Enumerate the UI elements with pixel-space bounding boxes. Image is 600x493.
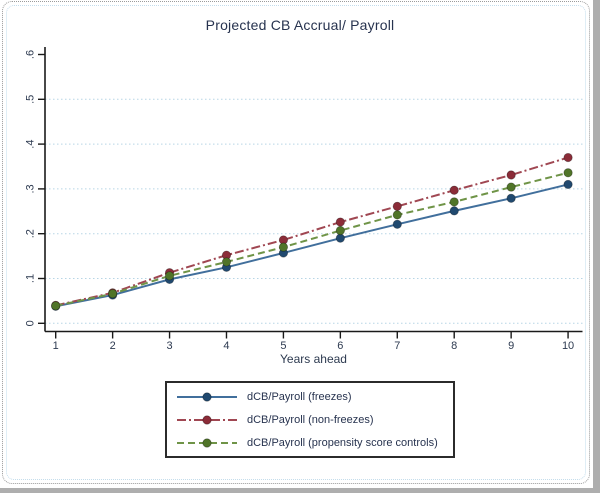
series-marker (278, 242, 289, 252)
y-tick-label: .3 (25, 184, 37, 193)
series-line (55, 171, 569, 307)
series-marker (335, 233, 345, 243)
series-marker (392, 219, 402, 229)
series-marker (335, 225, 345, 236)
series-marker (449, 206, 459, 216)
x-tick-label: 6 (337, 340, 343, 352)
y-tick-label: .2 (25, 229, 37, 238)
window-edge-bottom (0, 488, 600, 493)
series-marker (335, 217, 345, 227)
series-line (55, 183, 569, 308)
legend-row: dCB/Payroll (propensity score controls) (176, 433, 453, 453)
x-tick-label: 1 (53, 340, 59, 352)
series-marker (563, 152, 573, 163)
window-edge-right (593, 0, 600, 493)
series-marker (563, 179, 573, 190)
x-tick-label: 3 (166, 340, 172, 352)
legend-line-sample-icon (177, 414, 237, 425)
series-marker (563, 168, 573, 178)
x-tick-label: 9 (508, 340, 514, 352)
x-axis-label: Years ahead (280, 352, 347, 366)
series-marker (449, 185, 459, 195)
x-tick-label: 7 (394, 340, 400, 352)
legend-line-sample-icon (177, 391, 237, 402)
y-tick-label: .6 (25, 50, 37, 59)
series-marker (164, 271, 175, 281)
legend-row: dCB/Payroll (non-freezes) (176, 410, 453, 430)
legend-label: dCB/Payroll (freezes) (247, 390, 352, 403)
legend-row: dCB/Payroll (freezes) (176, 387, 453, 407)
x-tick-label: 2 (110, 340, 116, 352)
chart-title: Projected CB Accrual/ Payroll (205, 17, 395, 33)
series-marker (221, 257, 232, 267)
legend-box: dCB/Payroll (freezes) dCB/Payroll (non-fr… (165, 381, 455, 458)
series-marker (51, 301, 61, 311)
series-marker (392, 201, 402, 211)
series-marker (449, 197, 459, 207)
x-tick-label: 8 (451, 340, 457, 352)
y-tick-label: .5 (25, 95, 37, 104)
series-marker (506, 170, 516, 180)
series-line (55, 156, 569, 307)
series-marker (108, 289, 118, 299)
x-tick-label: 10 (562, 340, 574, 352)
y-tick-label: 0 (25, 320, 37, 326)
y-tick-label: .1 (25, 274, 37, 283)
legend-line-sample-icon (177, 437, 237, 448)
x-tick-label: 4 (223, 340, 229, 352)
series-marker (392, 210, 402, 220)
series-marker (506, 182, 516, 192)
legend-label: dCB/Payroll (propensity score controls) (247, 436, 438, 449)
y-tick-label: .4 (25, 140, 37, 149)
x-tick-label: 5 (280, 340, 286, 352)
legend-label: dCB/Payroll (non-freezes) (247, 413, 374, 426)
series-marker (506, 193, 516, 203)
